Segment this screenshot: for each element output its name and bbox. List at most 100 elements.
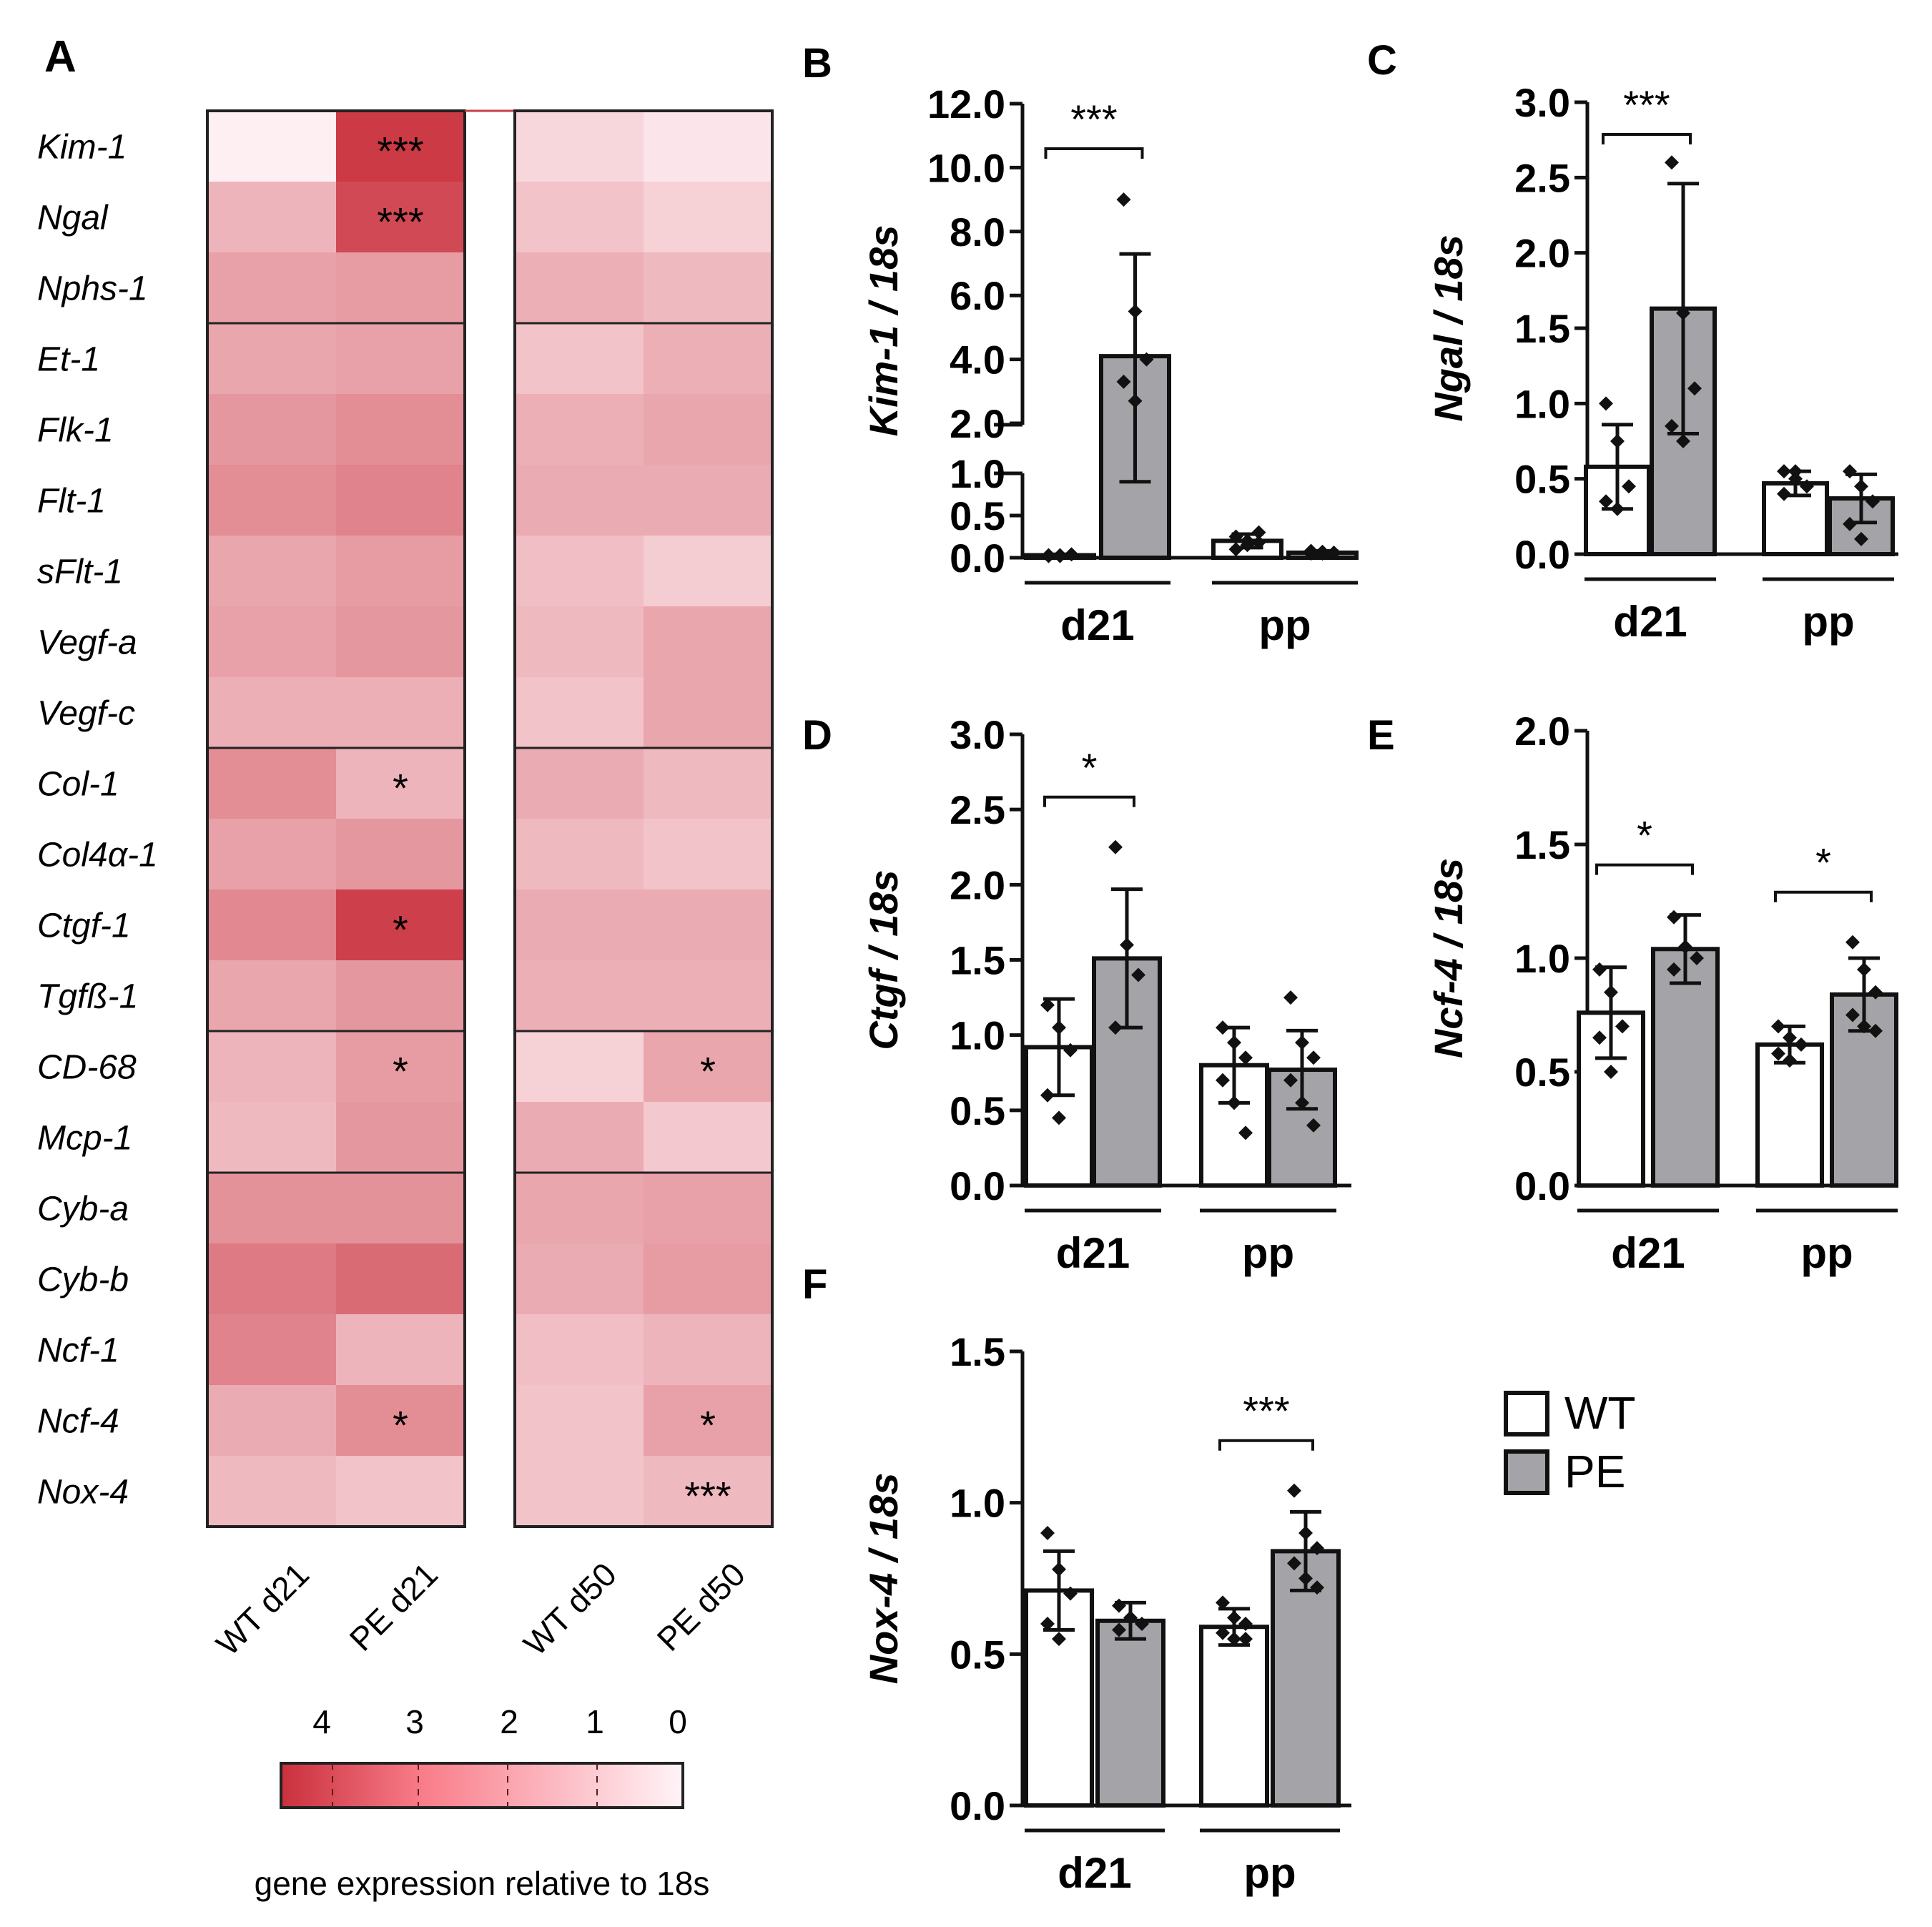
gene-label: Col-1 [37, 766, 119, 804]
data-point [1306, 1118, 1321, 1133]
significance-bracket [1774, 890, 1873, 902]
heatmap-cell [336, 111, 465, 182]
data-point [1240, 533, 1255, 548]
y-tick-label: 0.0 [950, 1783, 1005, 1828]
heatmap-cell [515, 677, 644, 748]
data-point [1690, 951, 1704, 965]
data-point [1310, 1580, 1324, 1595]
x-category-label: pp [1800, 1229, 1853, 1277]
data-point [1228, 529, 1243, 544]
heatmap-cell [515, 111, 644, 182]
heatmap-cell [207, 465, 336, 536]
y-tick-label: 1.0 [1514, 936, 1570, 981]
significance-bracket [1218, 1439, 1314, 1451]
heatmap-panel: A Kim-1 Ngal Nphs-1 Et-1 Flk-1 Flt-1 sFlt-1 Veg… [37, 32, 774, 1902]
y-axis-label: Nox-4 / 18s [861, 1473, 906, 1685]
significance-bracket [1043, 795, 1135, 807]
heatmap-cell [207, 1102, 336, 1173]
data-point [1676, 305, 1690, 320]
panel-letter-c: C [1367, 37, 1397, 84]
data-point [1251, 535, 1266, 550]
heatmap-cell [515, 748, 644, 819]
gene-label: Kim-1 [37, 129, 127, 167]
y-tick-label: 2.0 [1514, 231, 1570, 276]
data-point [1251, 525, 1266, 540]
data-point [1227, 1035, 1241, 1050]
y-tick-label: 1.5 [1514, 822, 1570, 867]
y-tick-label: 0.5 [1514, 1050, 1570, 1095]
data-point [1592, 962, 1607, 977]
heatmap-cell [207, 960, 336, 1031]
heatmap-cell [644, 1031, 772, 1102]
significance-label: * [1815, 840, 1831, 885]
heatmap-block-border [513, 109, 774, 1528]
x-category-label: d21 [1058, 1849, 1131, 1897]
data-point [1116, 374, 1131, 389]
heatmap-cell [644, 889, 772, 960]
y-tick-label: 3.0 [950, 712, 1005, 757]
data-point [1116, 192, 1131, 207]
data-point [1238, 1050, 1253, 1065]
data-point [1135, 1617, 1149, 1631]
heatmap-cell [336, 606, 465, 677]
data-point [1667, 962, 1681, 977]
heatmap-cell [515, 536, 644, 606]
data-point [1298, 1526, 1313, 1540]
heatmap-cell [644, 394, 772, 465]
data-point [1295, 1095, 1309, 1110]
gene-label: Cyb-a [37, 1191, 129, 1228]
heatmap-cell [515, 1314, 644, 1385]
y-tick-label: 3.0 [1514, 80, 1570, 125]
gene-label: Ngal [37, 199, 109, 237]
data-point [1303, 543, 1319, 558]
bar [1271, 1549, 1341, 1808]
y-tick-label: 2.0 [950, 401, 1005, 446]
gene-label: Flk-1 [37, 412, 114, 450]
heatmap-cell [207, 1243, 336, 1314]
data-point [1771, 1046, 1785, 1061]
heatmap-cell [207, 1173, 336, 1243]
gene-label: Nphs-1 [37, 270, 148, 308]
colorbar-tick-label: 0 [669, 1703, 687, 1740]
heatmap-cell [644, 606, 772, 677]
heatmap-cell [336, 960, 465, 1031]
data-point [1610, 434, 1625, 448]
data-point [1687, 381, 1702, 396]
x-category-label: pp [1258, 601, 1311, 649]
gene-label: Ncf-1 [37, 1332, 119, 1370]
heatmap-cell [515, 960, 644, 1031]
heatmap-cell [207, 1385, 336, 1456]
significance-label: * [700, 1403, 716, 1448]
significance-label: *** [377, 129, 423, 174]
y-tick-label: 1.5 [1514, 306, 1570, 351]
heatmap-cell [644, 536, 772, 606]
data-point [1040, 997, 1055, 1012]
significance-label: * [393, 907, 408, 952]
data-point [1868, 1023, 1883, 1038]
heatmap-cell [336, 1031, 465, 1102]
heatmap-cell [336, 1385, 465, 1456]
data-point [1139, 352, 1154, 367]
heatmap-cell [207, 748, 336, 819]
bar-chart-ncf4: E 0.0 0.5 1.0 1.5 2.0 Ncf-4 / 18s d21 pp * * [1367, 709, 1898, 1277]
data-point [1216, 1020, 1230, 1035]
heatmap-colorbar: 4 3 2 1 0 gene expression relative to 18s [255, 1703, 710, 1902]
heatmap-cell [515, 465, 644, 536]
y-tick-label: 0.0 [950, 1163, 1005, 1208]
gene-label: Ctgf-1 [37, 907, 131, 945]
gene-label: Vegf-a [37, 624, 137, 662]
heatmap-cell [336, 1314, 465, 1385]
colorbar-tick-label: 4 [312, 1703, 331, 1740]
significance-label: * [393, 1049, 408, 1094]
significance-bracket [1595, 863, 1694, 875]
significance-label: *** [1623, 82, 1670, 127]
data-point [1040, 1617, 1055, 1631]
data-point [1845, 1007, 1860, 1022]
heatmap-cell [644, 182, 772, 252]
y-tick-label: 1.5 [950, 1329, 1005, 1374]
y-axis-label: Ngal / 18s [1426, 235, 1471, 421]
heatmap-cell [207, 677, 336, 748]
data-point [1592, 1030, 1607, 1045]
data-point [1665, 155, 1679, 170]
data-point [1040, 1526, 1055, 1540]
